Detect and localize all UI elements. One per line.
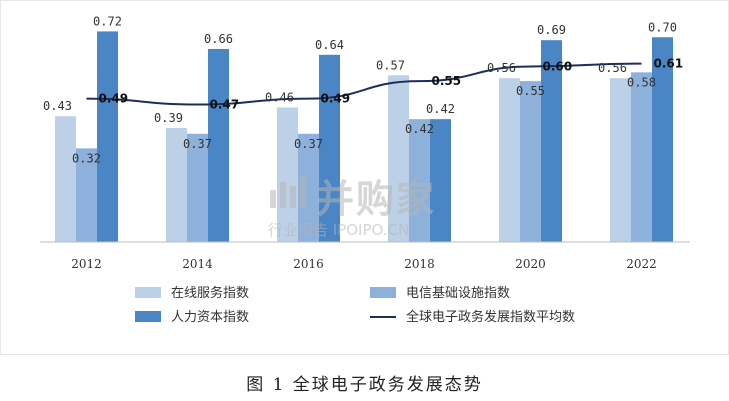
bar-online-2014	[166, 127, 187, 242]
data-label-telecom-2014: 0.37	[183, 137, 212, 151]
data-label-human-2022: 0.70	[648, 20, 677, 34]
bar-human-2018	[430, 119, 451, 242]
bar-telecom-2016	[298, 133, 319, 242]
data-labels-group: 0.430.320.720.390.370.660.460.370.640.57…	[43, 14, 683, 165]
x-tick-labels: 2012 2014 2016 2018 2020 2022	[71, 257, 657, 271]
x-tick-2018: 2018	[404, 257, 435, 271]
legend-online-label: 在线服务指数	[171, 285, 249, 301]
x-tick-2016: 2016	[293, 257, 324, 271]
avg-label-2018: 0.55	[432, 74, 462, 88]
bar-human-2016	[319, 54, 340, 242]
data-label-human-2018: 0.42	[426, 102, 455, 116]
chart-svg: 2012 2014 2016 2018 2020 2022 0.43 0.32 0.72 0.3…	[40, 14, 690, 325]
bars-group	[55, 31, 673, 243]
data-label-online-2014: 0.39	[154, 111, 183, 125]
figure-caption: 图 1 全球电子政务发展态势	[246, 375, 483, 395]
average-line-group	[86, 62, 642, 106]
legend-average-label: 全球电子政务发展指数平均数	[406, 309, 575, 325]
data-label-telecom-2022: 0.58	[627, 75, 656, 89]
data-label-telecom-2020: 0.55	[516, 84, 545, 98]
data-label-online-2022: 0.56	[598, 61, 627, 75]
avg-label-2014: 0.47	[210, 98, 240, 112]
data-label-online-2018: 0.57	[376, 58, 405, 72]
average-line	[86, 62, 642, 106]
legend-human-swatch	[135, 311, 161, 322]
x-tick-2020: 2020	[515, 257, 546, 271]
bar-human-2012	[97, 31, 118, 243]
bar-online-2012	[55, 116, 76, 242]
bar-human-2014	[208, 48, 229, 243]
avg-label-2020: 0.60	[543, 60, 573, 74]
data-label-human-2012: 0.72	[93, 14, 122, 28]
legend-telecom-label: 电信基础设施指数	[406, 286, 510, 301]
bar-telecom-2018	[409, 119, 430, 242]
data-label-human-2016: 0.64	[315, 38, 344, 52]
data-label-human-2014: 0.66	[204, 32, 233, 46]
data-label-telecom-2016: 0.37	[294, 137, 323, 151]
legend-human-label: 人力资本指数	[171, 310, 249, 325]
legend-telecom-swatch	[370, 287, 396, 298]
data-label-online-2012: 0.43	[43, 99, 72, 113]
x-tick-2014: 2014	[182, 257, 213, 271]
bar-online-2018	[388, 75, 409, 243]
bar-telecom-2020	[520, 81, 541, 242]
data-label-telecom-2018: 0.42	[405, 122, 434, 136]
bar-human-2022	[652, 37, 673, 242]
bar-telecom-2012	[76, 148, 97, 242]
bar-telecom-2022	[631, 72, 652, 242]
data-label-telecom-2012: 0.32	[72, 151, 101, 165]
x-tick-2022: 2022	[626, 257, 657, 271]
data-label-online-2016: 0.46	[265, 90, 294, 104]
bar-telecom-2014	[187, 133, 208, 242]
x-tick-2012: 2012	[71, 257, 102, 271]
avg-label-2012: 0.49	[99, 92, 129, 106]
avg-label-2022: 0.61	[654, 57, 684, 71]
bar-online-2022	[610, 78, 631, 242]
data-label-human-2020: 0.69	[537, 23, 566, 37]
bar-online-2016	[277, 107, 298, 242]
data-label-online-2020: 0.56	[487, 61, 516, 75]
legend-online-swatch	[135, 287, 161, 298]
bar-online-2020	[499, 78, 520, 242]
avg-label-2016: 0.49	[321, 92, 351, 106]
bar-human-2020	[541, 40, 562, 242]
